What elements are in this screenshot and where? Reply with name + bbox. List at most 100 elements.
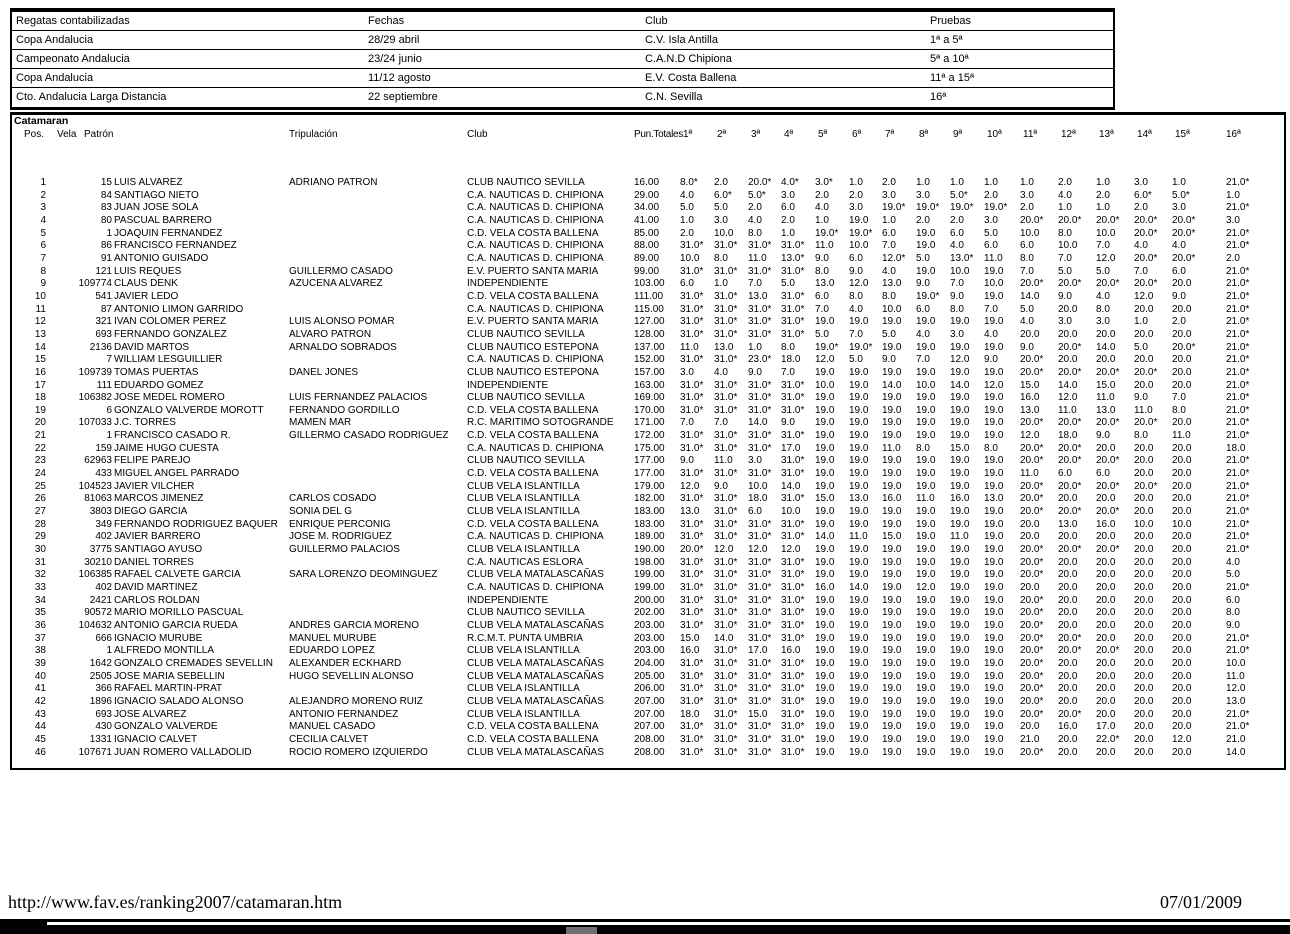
cell-race: 10.0 [984, 278, 1004, 290]
cell-race: 6.0 [1020, 240, 1034, 252]
cell-skipper: IGNACIO MURUBE [114, 632, 203, 644]
cell-race: 31.0* [680, 430, 704, 442]
cell-race: 20.0 [1172, 619, 1192, 631]
cell-sail: 693 [95, 328, 112, 340]
cell-club: C.D. VELA COSTA BALLENA [467, 430, 599, 442]
cell-race: 2.0 [815, 189, 829, 201]
cell-race: 20.0 [1134, 683, 1154, 695]
cell-race: 20.0 [1134, 506, 1154, 518]
cell-race: 13.0* [950, 252, 974, 264]
cell-race: 20.0 [1172, 379, 1192, 391]
cell-total: 204.00 [634, 657, 665, 669]
cell-race: 9.0 [1134, 392, 1148, 404]
cell-race: 19.0 [950, 569, 970, 581]
cell-race: 8.0* [680, 177, 698, 188]
cell-race: 19.0 [984, 746, 1004, 758]
cell-race: 10.0 [680, 252, 700, 264]
cell-club: CLUB VELA MATALASCAÑAS [467, 569, 604, 581]
cell-sail: 2421 [89, 594, 112, 606]
cell-race: 31.0* [714, 379, 738, 391]
cell-race: 19.0 [950, 657, 970, 669]
cell-sail: 1 [106, 645, 112, 657]
cell-club: CLUB VELA ISLANTILLA [467, 645, 580, 657]
cell-sail: 84 [100, 189, 112, 201]
cell-race: 20.0* [1020, 214, 1044, 226]
cell-race: 19.0 [984, 468, 1004, 480]
cell-race: 20.0* [1020, 544, 1044, 556]
cell-race: 2.0 [916, 214, 930, 226]
col-header-race: 4ª [784, 129, 794, 140]
cell-race: 6.0 [680, 278, 694, 290]
info-cell: Cto. Andalucia Larga Distancia [16, 91, 167, 103]
cell-race: 1.0 [916, 177, 930, 188]
cell-race: 20.0* [1020, 695, 1044, 707]
cell-race: 31.0* [680, 240, 704, 252]
cell-race: 20.0 [1172, 417, 1192, 429]
cell-race: 20.0* [1020, 455, 1044, 467]
cell-club: E.V. PUERTO SANTA MARIA [467, 316, 599, 328]
cell-race: 20.0 [1058, 328, 1078, 340]
cell-race: 11.0 [916, 493, 935, 505]
cell-crew: ANTONIO FERNANDEZ [289, 708, 399, 720]
cell-club: E.V. PUERTO SANTA MARIA [467, 265, 599, 277]
cell-race: 5.0 [916, 252, 930, 264]
cell-race: 9.0 [916, 278, 930, 290]
cell-race: 31.0* [714, 619, 738, 631]
cell-race: 4.0 [1134, 240, 1148, 252]
cell-race: 21.0* [1226, 265, 1250, 277]
cell-race: 20.0* [1020, 569, 1044, 581]
cell-skipper: FELIPE PAREJO [114, 455, 191, 467]
cell-race: 15.0 [1096, 379, 1116, 391]
cell-race: 2.0 [1058, 177, 1072, 188]
cell-race: 12.0 [849, 278, 869, 290]
cell-skipper: MARIO MORILLO PASCUAL [114, 607, 244, 619]
cell-race: 20.0* [1020, 683, 1044, 695]
cell-race: 31.0* [781, 607, 805, 619]
cell-sail: 30210 [84, 556, 112, 568]
cell-club: INDEPENDIENTE [467, 278, 549, 290]
cell-race: 20.0* [1096, 645, 1120, 657]
cell-race: 31.0* [680, 316, 704, 328]
cell-race: 5.0 [1226, 569, 1240, 581]
cell-club: C.A. NAUTICAS D. CHIPIONA [467, 531, 604, 543]
cell-race: 19.0 [984, 594, 1004, 606]
cell-race: 19.0 [984, 607, 1004, 619]
cell-race: 31.0* [680, 733, 704, 745]
cell-race: 20.0 [1134, 303, 1154, 315]
cell-club: R.C.M.T. PUNTA UMBRIA [467, 632, 583, 644]
cell-race: 20.0 [1058, 619, 1078, 631]
cell-race: 20.0* [1020, 417, 1044, 429]
cell-race: 20.0* [1096, 214, 1120, 226]
cell-race: 20.0 [1172, 607, 1192, 619]
cell-race: 13.0 [1058, 518, 1078, 530]
table-row: 37 666 IGNACIO MURUBE MANUEL MURUBE R.C.M.T.… [12, 633, 1284, 646]
cell-sail: 693 [95, 708, 112, 720]
cell-race: 31.0* [781, 404, 805, 416]
cell-race: 19.0 [984, 569, 1004, 581]
cell-pos: 40 [34, 670, 46, 682]
cell-total: 183.00 [634, 506, 665, 518]
cell-race: 19.0 [984, 417, 1004, 429]
cell-race: 20.0 [1096, 556, 1116, 568]
cell-race: 20.0* [1134, 480, 1158, 492]
cell-club: C.D. VELA COSTA BALLENA [467, 518, 599, 530]
cell-skipper: GONZALO CREMADES SEVELLIN [114, 657, 273, 669]
cell-race: 10.0 [781, 506, 801, 518]
cell-total: 170.00 [634, 404, 665, 416]
cell-race: 19.0 [849, 733, 869, 745]
cell-race: 31.0* [680, 695, 704, 707]
cell-race: 19.0 [882, 417, 902, 429]
cell-race: 19.0 [916, 430, 936, 442]
cell-race: 31.0* [714, 607, 738, 619]
cell-race: 20.0* [1020, 619, 1044, 631]
cell-race: 20.0 [1172, 632, 1192, 644]
cell-race: 8.0 [1172, 404, 1186, 416]
cell-crew [289, 380, 467, 393]
cell-race: 19.0 [950, 417, 970, 429]
cell-race: 19.0 [950, 506, 970, 518]
cell-race: 3.0 [916, 189, 930, 201]
cell-race: 9.0 [950, 290, 964, 302]
cell-race: 19.0* [849, 341, 873, 353]
cell-race: 10.0 [1058, 240, 1078, 252]
cell-race: 31.0* [748, 518, 772, 530]
